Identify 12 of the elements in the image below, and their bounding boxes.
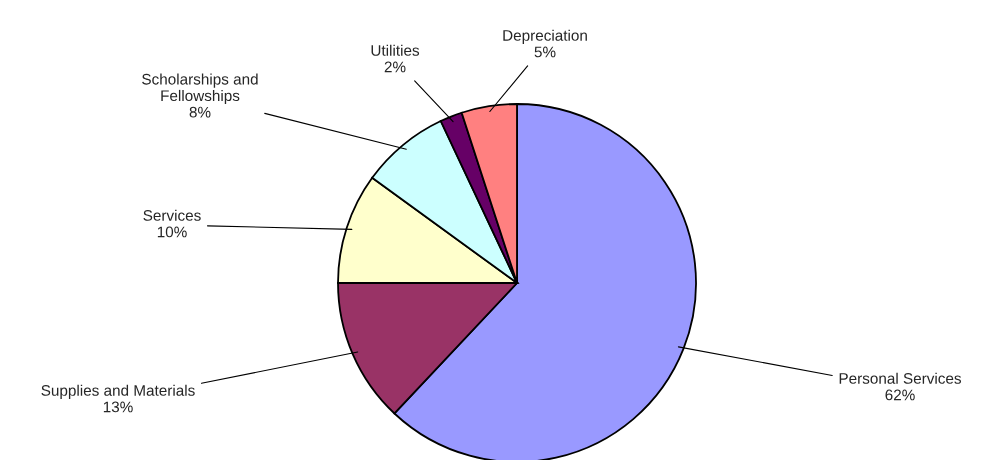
data-label: 10%: [157, 226, 187, 238]
data-label: 2%: [384, 61, 406, 73]
slice-label: Utilities: [371, 44, 420, 56]
data-label: 62%: [885, 389, 915, 401]
data-label: 13%: [103, 401, 133, 413]
data-label: 5%: [534, 46, 556, 58]
slice-label: Services: [143, 209, 201, 221]
slice-label: Scholarships and Fellowships: [142, 73, 258, 105]
data-label: 8%: [189, 106, 211, 118]
slice-label: Supplies and Materials: [41, 384, 195, 399]
slice-label: Depreciation: [503, 29, 587, 44]
slice-label: Personal Services: [839, 372, 962, 384]
